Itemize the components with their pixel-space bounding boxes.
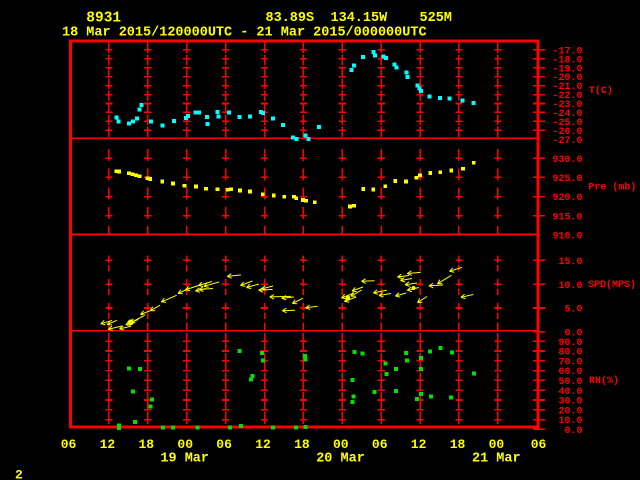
svg-text:910.0: 910.0: [552, 232, 582, 243]
svg-text:925.0: 925.0: [552, 174, 582, 185]
svg-text:930.0: 930.0: [552, 155, 582, 166]
svg-text:06: 06: [216, 437, 232, 452]
svg-text:8931: 8931: [86, 10, 121, 26]
svg-text:-22.0: -22.0: [552, 91, 582, 102]
svg-text:-20.0: -20.0: [552, 73, 582, 84]
svg-text:-26.0: -26.0: [552, 127, 582, 138]
svg-text:70.0: 70.0: [558, 357, 582, 368]
svg-text:06: 06: [61, 437, 77, 452]
svg-text:-21.0: -21.0: [552, 82, 582, 93]
svg-text:T(C): T(C): [589, 85, 613, 97]
svg-text:12: 12: [411, 437, 427, 452]
svg-text:15.0: 15.0: [558, 257, 582, 268]
svg-text:-18.0: -18.0: [552, 55, 582, 66]
svg-text:10.0: 10.0: [558, 281, 582, 292]
svg-text:18: 18: [294, 437, 310, 452]
svg-text:18: 18: [138, 437, 154, 452]
svg-text:20 Mar: 20 Mar: [316, 451, 365, 466]
svg-text:21 Mar: 21 Mar: [472, 451, 521, 466]
svg-text:5.0: 5.0: [564, 305, 582, 316]
svg-text:30.0: 30.0: [558, 397, 582, 408]
svg-text:40.0: 40.0: [558, 387, 582, 398]
svg-text:0.0: 0.0: [564, 426, 582, 437]
svg-text:134.15W: 134.15W: [331, 11, 389, 26]
svg-text:2: 2: [15, 467, 23, 480]
svg-text:18 Mar 2015/120000UTC - 21 Mar: 18 Mar 2015/120000UTC - 21 Mar 2015/0000…: [62, 25, 427, 40]
svg-text:920.0: 920.0: [552, 193, 582, 204]
svg-text:00: 00: [333, 437, 349, 452]
svg-text:0.0: 0.0: [564, 328, 582, 339]
svg-text:Pre (mb): Pre (mb): [588, 182, 636, 194]
svg-text:19 Mar: 19 Mar: [160, 451, 209, 466]
svg-text:80.0: 80.0: [558, 348, 582, 359]
svg-text:12: 12: [100, 437, 116, 452]
svg-text:50.0: 50.0: [558, 377, 582, 388]
svg-text:18: 18: [450, 437, 466, 452]
svg-text:20.0: 20.0: [558, 406, 582, 417]
svg-text:60.0: 60.0: [558, 367, 582, 378]
svg-text:-19.0: -19.0: [552, 64, 582, 75]
svg-text:SPD(MPS): SPD(MPS): [588, 279, 636, 291]
svg-text:12: 12: [255, 437, 271, 452]
svg-text:00: 00: [489, 437, 505, 452]
svg-text:06: 06: [372, 437, 388, 452]
svg-text:915.0: 915.0: [552, 212, 582, 223]
svg-text:90.0: 90.0: [558, 338, 582, 349]
svg-text:-23.0: -23.0: [552, 100, 582, 111]
svg-text:RH(%): RH(%): [589, 375, 619, 387]
svg-text:525M: 525M: [420, 11, 452, 26]
svg-text:-25.0: -25.0: [552, 118, 582, 129]
svg-text:00: 00: [177, 437, 193, 452]
svg-text:-27.0: -27.0: [552, 136, 582, 147]
svg-text:83.89S: 83.89S: [266, 11, 315, 26]
svg-text:06: 06: [531, 437, 547, 452]
svg-text:10.0: 10.0: [558, 416, 582, 427]
svg-text:-17.0: -17.0: [552, 46, 582, 57]
svg-text:-24.0: -24.0: [552, 109, 582, 120]
